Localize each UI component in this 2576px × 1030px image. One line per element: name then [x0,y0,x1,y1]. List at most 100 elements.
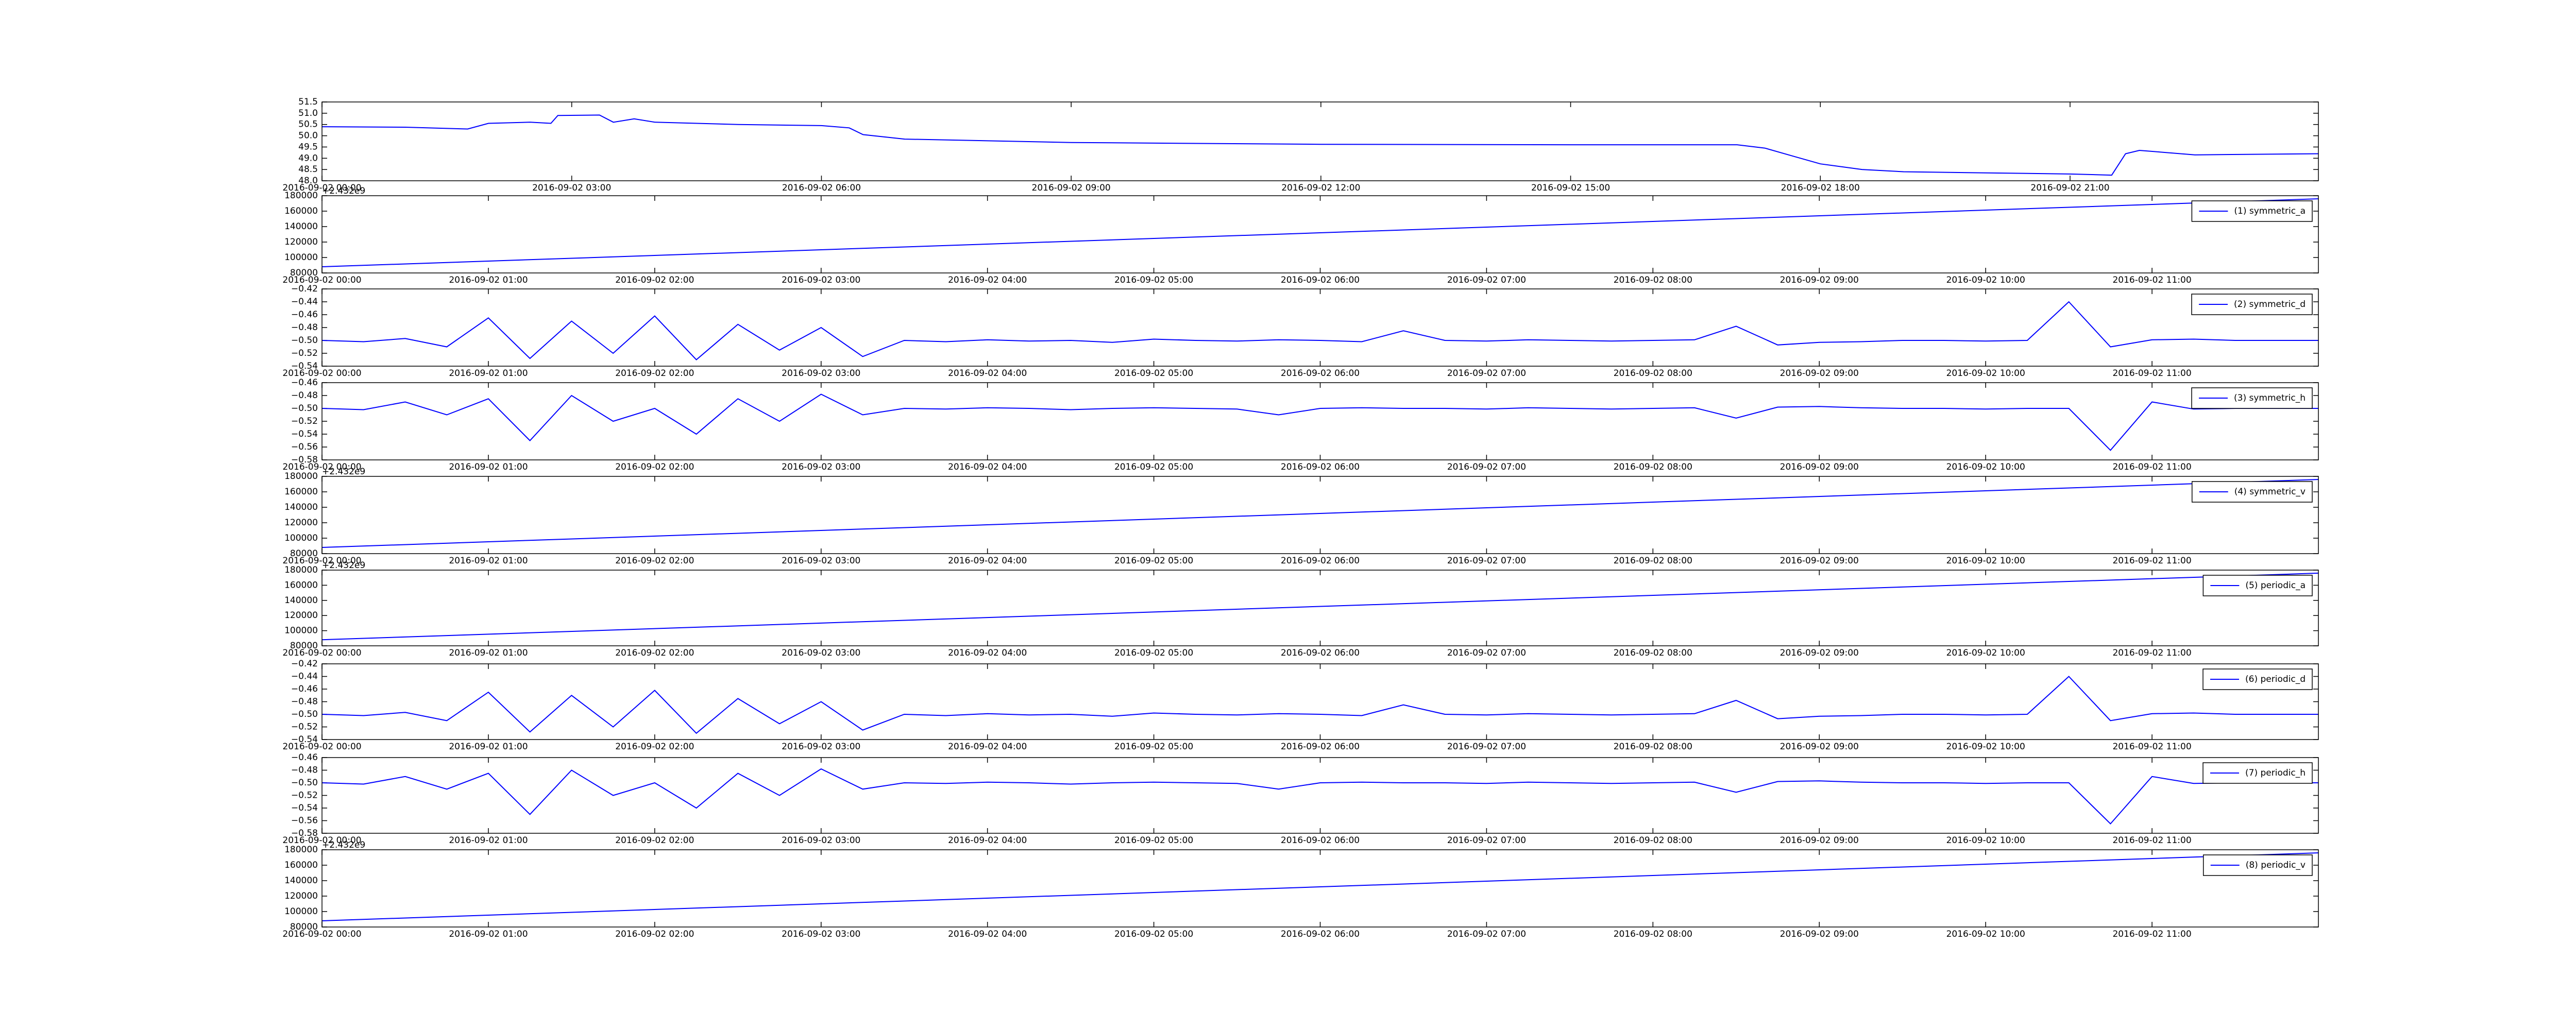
x-tick-label: 2016-09-02 04:00 [948,275,1027,285]
y-tick-label: −0.48 [291,322,318,333]
x-tick-label: 2016-09-02 07:00 [1447,742,1526,752]
x-tick-label: 2016-09-02 08:00 [1614,929,1692,939]
x-tick-label: 2016-09-02 11:00 [2112,929,2191,939]
x-tick-label: 2016-09-02 08:00 [1614,742,1692,752]
x-tick-label: 2016-09-02 09:00 [1780,556,1859,566]
x-tick-label: 2016-09-02 04:00 [948,556,1027,566]
offset-text: +2.432e9 [322,186,365,196]
y-tick-label: −0.44 [291,297,318,307]
x-tick-label: 2016-09-02 03:00 [782,462,860,472]
x-tick-label: 2016-09-02 00:00 [282,742,361,752]
y-tick-label: −0.50 [291,403,318,414]
y-tick-label: 80000 [290,548,318,559]
axes-frame [321,570,2319,646]
y-tick-label: −0.46 [291,752,318,763]
y-tick-label: 140000 [284,595,318,606]
x-tick-label: 2016-09-02 01:00 [449,648,528,658]
x-tick-label: 2016-09-02 04:00 [948,929,1027,939]
x-tick-label: 2016-09-02 06:00 [1281,648,1360,658]
x-tick-label: 2016-09-02 11:00 [2112,742,2191,752]
x-tick-label: 2016-09-02 09:00 [1780,462,1859,472]
y-tick-label: 80000 [290,268,318,278]
data-line [321,572,2319,641]
legend-label: (2) symmetric_d [2234,299,2306,310]
x-tick-label: 2016-09-02 03:00 [782,929,860,939]
axes-frame [321,476,2319,554]
x-tick-label: 2016-09-02 03:00 [782,648,860,658]
data-line [321,198,2319,267]
y-tick-label: 180000 [284,845,318,855]
y-tick-label: 120000 [284,610,318,621]
y-tick-label: −0.42 [291,284,318,294]
data-line [321,393,2318,451]
x-tick-label: 2016-09-02 02:00 [615,556,694,566]
x-tick-label: 2016-09-02 11:00 [2112,648,2191,658]
x-tick-label: 2016-09-02 15:00 [1531,183,1610,193]
y-tick-label: 100000 [284,626,318,636]
x-tick-label: 2016-09-02 09:00 [1780,275,1859,285]
axes-frame [321,663,2319,740]
data-line [321,852,2319,921]
x-tick-label: 2016-09-02 03:00 [532,183,611,193]
x-tick-label: 2016-09-02 01:00 [449,556,528,566]
x-tick-label: 2016-09-02 09:00 [1780,835,1859,846]
legend-label: (8) periodic_v [2246,860,2306,870]
axes-frame [321,195,2319,273]
x-tick-label: 2016-09-02 04:00 [948,835,1027,846]
x-tick-label: 2016-09-02 01:00 [449,929,528,939]
x-tick-label: 2016-09-02 00:00 [282,835,361,846]
x-tick-label: 2016-09-02 08:00 [1614,368,1692,379]
x-tick-label: 2016-09-02 05:00 [1114,275,1193,285]
data-line [321,768,2318,825]
x-tick-label: 2016-09-02 11:00 [2112,462,2191,472]
x-tick-label: 2016-09-02 02:00 [615,742,694,752]
y-tick-label: 160000 [284,580,318,590]
x-tick-label: 2016-09-02 18:00 [1781,183,1860,193]
y-tick-label: −0.50 [291,778,318,788]
x-tick-label: 2016-09-02 05:00 [1114,742,1193,752]
x-tick-label: 2016-09-02 01:00 [449,835,528,846]
y-tick-label: 49.5 [298,142,318,152]
axes-frame [321,849,2319,928]
legend-label: (7) periodic_h [2245,768,2306,778]
x-tick-label: 2016-09-02 08:00 [1614,275,1692,285]
y-tick-label: 51.0 [298,108,318,118]
x-tick-label: 2016-09-02 10:00 [1946,556,2025,566]
x-tick-label: 2016-09-02 11:00 [2112,835,2191,846]
data-line [321,479,2319,548]
data-line [321,301,2318,360]
y-tick-label: 140000 [284,876,318,886]
y-tick-label: −0.54 [291,361,318,371]
x-tick-label: 2016-09-02 03:00 [782,556,860,566]
legend-label: (5) periodic_a [2245,580,2306,591]
y-tick-label: −0.52 [291,416,318,426]
x-tick-label: 2016-09-02 03:00 [782,275,860,285]
offset-text: +2.432e9 [322,840,365,850]
y-tick-label: 100000 [284,906,318,917]
x-tick-label: 2016-09-02 11:00 [2112,275,2191,285]
y-tick-label: 48.5 [298,164,318,175]
x-tick-label: 2016-09-02 00:00 [282,929,361,939]
x-tick-label: 2016-09-02 21:00 [2030,183,2109,193]
x-tick-label: 2016-09-02 09:00 [1780,648,1859,658]
x-tick-label: 2016-09-02 03:00 [782,368,860,379]
x-tick-label: 2016-09-02 03:00 [782,835,860,846]
legend-label: (1) symmetric_a [2234,206,2306,216]
y-tick-label: −0.56 [291,816,318,826]
x-tick-label: 2016-09-02 02:00 [615,368,694,379]
x-tick-label: 2016-09-02 07:00 [1447,275,1526,285]
axes-frame [321,382,2319,460]
y-tick-label: 48.0 [298,176,318,186]
legend-label: (3) symmetric_h [2234,393,2306,403]
x-tick-label: 2016-09-02 02:00 [615,835,694,846]
y-tick-label: 100000 [284,252,318,263]
x-tick-label: 2016-09-02 08:00 [1614,462,1692,472]
y-tick-label: 49.0 [298,153,318,163]
y-tick-label: −0.52 [291,722,318,732]
x-tick-label: 2016-09-02 05:00 [1114,462,1193,472]
y-tick-label: 50.0 [298,131,318,141]
x-tick-label: 2016-09-02 07:00 [1447,648,1526,658]
legend-label: (4) symmetric_v [2234,487,2306,497]
x-tick-label: 2016-09-02 01:00 [449,742,528,752]
x-tick-label: 2016-09-02 00:00 [282,648,361,658]
